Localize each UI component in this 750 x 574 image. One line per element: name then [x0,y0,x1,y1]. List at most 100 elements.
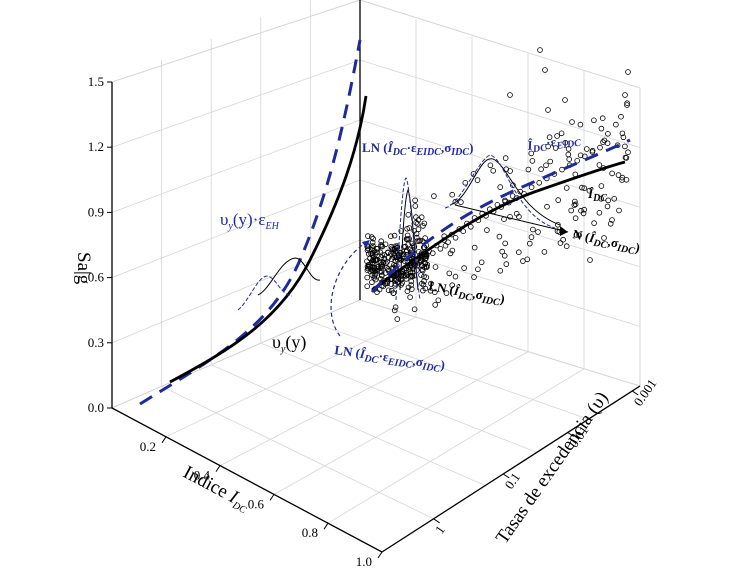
scatter-point [589,149,596,155]
scatter-point [554,228,561,235]
black-solid-curve-back [169,95,368,384]
scatter-point [402,243,409,250]
scatter-point [391,245,398,252]
scatter-point [616,207,622,214]
x-tick-label: 0.6 [248,496,265,511]
scatter-point [374,246,381,252]
scatter-point [378,238,385,245]
scatter-point [419,280,425,287]
scatter-point [419,266,425,273]
z-tick-label: 1.5 [88,74,104,89]
scatter-point [364,274,371,281]
scatter-point [431,193,437,199]
grid-lines [111,0,641,553]
scatter-point [576,232,582,239]
scatter-point [467,224,474,230]
scatter-point [528,184,535,191]
scatter-point [497,267,504,274]
scatter-point [370,260,376,267]
grid-floor-x [219,334,473,466]
arrow-curve-lower [330,239,371,337]
scatter-point [555,197,561,203]
scatter-point [408,272,415,279]
scatter-point [507,214,513,220]
scatter-point [571,202,578,208]
scatter-point [547,158,553,165]
scatter-point [409,273,416,280]
scatter-point [624,102,630,108]
scatter-point [420,287,426,294]
scatter-point [429,250,436,257]
back-curves [139,39,368,406]
scatter-point [449,191,456,198]
scatter-point [384,258,390,265]
label-ln-mid: LN (ÎDC,σIDC) [427,278,506,309]
scatter-point [496,233,503,240]
scatter-point [432,264,439,270]
scatter-point [413,231,420,237]
front-curves [330,138,631,337]
y-tick [567,432,575,437]
scatter-point [478,259,485,266]
grid-z-left [111,119,361,213]
scatter-point [528,150,535,157]
x-tick-label: 1.0 [356,554,372,569]
scatter-point [415,226,422,233]
scatter-point [364,258,370,265]
scatter-point [513,210,520,217]
scatter-point [431,289,438,296]
label-idc: ÎDC [587,186,607,204]
z-ticks: 0.0 0.3 0.6 0.9 1.2 1.5 [88,74,112,415]
grid-floor-y [161,386,434,520]
scatter-point [405,212,412,218]
scatter-point [394,316,401,322]
scatter-point [545,143,551,150]
scatter-point [374,266,381,272]
scatter-point [471,274,477,280]
scatter-point [565,146,572,152]
scatter-point [538,166,544,173]
scatter-point [388,287,395,294]
scatter-point [623,155,630,161]
scatter-point [537,47,543,53]
scatter-point [625,69,631,75]
grid-floor-x [273,351,529,495]
scatter-point [581,185,588,192]
scatter-point [545,107,551,113]
grid-floor-y [260,342,537,453]
scatter-point [411,306,418,313]
scatter-point [613,121,619,128]
scatter-point [565,151,572,158]
y-tick [502,473,510,479]
scatter-point [391,307,398,314]
scatter-point [446,270,453,277]
scatter-point [432,302,439,308]
scatter-point [369,279,375,286]
scatter-point [563,185,570,191]
scatter-point [609,170,615,177]
x-axis-line [111,407,383,553]
scatter-point [421,220,428,227]
scatter-point [452,198,459,205]
scatter-point [403,273,409,279]
scatter-point [381,255,388,262]
arrow-head-lower [362,240,370,248]
scatter-point [579,184,585,191]
x-tick-label: 0.4 [194,468,211,483]
scatter-point [474,177,481,183]
x-tick [269,494,275,501]
scatter-point [609,217,615,223]
grid-z-left [111,0,361,83]
scatter-point [392,280,399,287]
scatter-point [605,197,611,204]
scatter-point [369,259,376,266]
x-tick [215,465,221,472]
scatter-point [372,251,378,258]
scatter-point [586,187,593,194]
scatter-point [405,284,412,291]
label-ln-bottom: LN (ÎDC·εEIDC,σIDC) [333,342,446,375]
scatter-point [542,67,548,73]
scatter-point [418,214,425,221]
scatter-point [385,250,391,256]
scatter-point [422,255,429,262]
